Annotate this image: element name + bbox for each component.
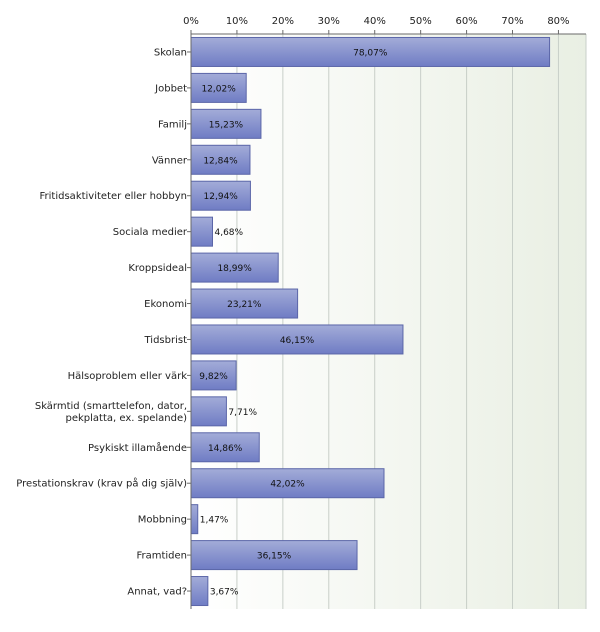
value-label: 12,02% — [201, 84, 236, 94]
bar — [190, 432, 260, 463]
labels: 0% 10% 20% 30% 40% 50% 60% 70% 80% Skolan 78,07% Jo… — [16, 16, 569, 598]
value-label: 12,94% — [204, 192, 239, 202]
value-label: 7,71% — [228, 408, 257, 418]
bar — [190, 144, 251, 175]
x-tick-label: 30% — [318, 16, 340, 27]
bar — [190, 540, 358, 571]
bar — [190, 108, 262, 139]
category-label: Vänner — [152, 155, 188, 166]
value-label: 9,82% — [199, 372, 228, 382]
category-label: Psykiskt illamående — [88, 441, 187, 454]
value-label: 15,23% — [209, 120, 244, 130]
x-tick-label: 10% — [226, 16, 248, 27]
bar — [190, 468, 385, 499]
category-label: Ekonomi — [144, 299, 187, 310]
value-label: 12,84% — [203, 156, 238, 166]
category-label: Hälsoproblem eller värk — [68, 371, 188, 382]
bar — [190, 36, 551, 67]
value-label: 36,15% — [257, 552, 292, 562]
bar — [190, 216, 213, 247]
category-label: Framtiden — [136, 551, 187, 562]
bar — [190, 396, 227, 427]
value-label: 3,67% — [210, 588, 239, 598]
axes — [187, 30, 586, 609]
category-label: Jobbet — [154, 83, 187, 94]
x-tick-label: 70% — [501, 16, 523, 27]
category-label: Prestationskrav (krav på dig själv) — [16, 477, 187, 490]
x-tick-label: 40% — [364, 16, 386, 27]
x-tick-label: 60% — [455, 16, 477, 27]
value-label: 18,99% — [217, 264, 252, 274]
bar — [190, 360, 237, 391]
category-label: Fritidsaktiviteter eller hobbyn — [40, 191, 187, 202]
category-label: Sociala medier — [113, 227, 188, 238]
bar — [190, 288, 299, 319]
category-label: Familj — [158, 119, 187, 130]
category-label: Skärmtid (smarttelefon, dator, pekplatta,… — [35, 401, 187, 424]
bars — [190, 36, 551, 607]
bar — [190, 72, 247, 103]
value-label: 78,07% — [353, 48, 388, 58]
value-label: 4,68% — [214, 228, 243, 238]
x-tick-label: 80% — [547, 16, 569, 27]
x-tick-label: 20% — [272, 16, 294, 27]
x-tick-label: 0% — [183, 16, 199, 27]
x-tick-label: 50% — [410, 16, 432, 27]
bar — [190, 324, 404, 355]
category-label: Skolan — [154, 47, 187, 58]
bar — [190, 252, 279, 283]
category-label: Annat, vad? — [127, 587, 187, 598]
category-label: Kroppsideal — [128, 263, 187, 274]
bar — [190, 180, 251, 211]
category-label: Mobbning — [138, 515, 187, 526]
category-label: Tidsbrist — [143, 335, 187, 346]
value-label: 42,02% — [270, 480, 305, 490]
value-label: 23,21% — [227, 300, 262, 310]
bar — [190, 576, 209, 607]
value-label: 1,47% — [200, 516, 229, 526]
value-label: 14,86% — [208, 444, 243, 454]
bar — [190, 504, 199, 535]
value-label: 46,15% — [280, 336, 315, 346]
